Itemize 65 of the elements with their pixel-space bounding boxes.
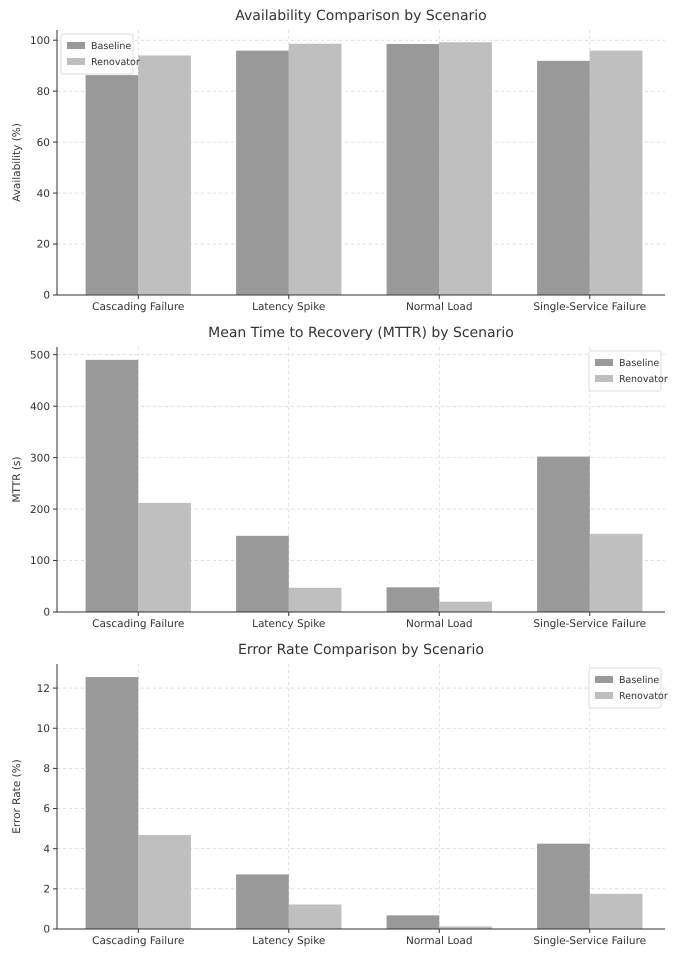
bar xyxy=(386,587,440,612)
bar xyxy=(439,602,492,612)
chart-title: Availability Comparison by Scenario xyxy=(235,8,487,24)
legend-label: Renovator xyxy=(619,691,668,702)
y-tick-label: 40 xyxy=(36,188,50,200)
y-tick-label: 100 xyxy=(30,555,50,568)
y-tick-label: 8 xyxy=(43,763,50,776)
y-tick-label: 6 xyxy=(43,803,50,816)
x-tick-label: Cascading Failure xyxy=(92,935,184,947)
legend-label: Renovator xyxy=(619,374,668,385)
x-tick-label: Latency Spike xyxy=(252,935,326,947)
bar xyxy=(537,60,590,295)
y-tick-label: 300 xyxy=(30,452,50,464)
y-tick-label: 80 xyxy=(36,86,50,98)
x-tick-label: Cascading Failure xyxy=(92,301,184,313)
y-tick-label: 12 xyxy=(36,682,50,695)
chart-title: Mean Time to Recovery (MTTR) by Scenario xyxy=(208,325,514,341)
bar xyxy=(288,44,342,295)
y-tick-label: 100 xyxy=(30,34,50,47)
bar xyxy=(590,534,642,612)
legend-label: Baseline xyxy=(91,41,132,52)
x-tick-label: Normal Load xyxy=(406,301,473,313)
y-tick-label: 200 xyxy=(30,504,50,516)
bar xyxy=(86,677,138,929)
bar xyxy=(138,502,191,612)
chart-title: Error Rate Comparison by Scenario xyxy=(238,642,484,658)
x-tick-label: Single-Service Failure xyxy=(533,935,646,947)
x-tick-label: Normal Load xyxy=(406,618,473,630)
y-axis-title: MTTR (s) xyxy=(11,456,23,502)
x-tick-label: Normal Load xyxy=(406,935,473,947)
y-tick-label: 0 xyxy=(43,290,50,302)
x-tick-label: Single-Service Failure xyxy=(533,618,646,630)
x-tick-label: Single-Service Failure xyxy=(533,301,646,313)
legend-label: Baseline xyxy=(619,675,660,686)
x-tick-label: Latency Spike xyxy=(252,618,326,630)
bar xyxy=(537,844,590,929)
legend-label: Baseline xyxy=(619,358,660,369)
bar xyxy=(590,894,642,929)
bar xyxy=(86,360,138,612)
y-tick-label: 60 xyxy=(36,136,50,149)
bar xyxy=(386,915,440,929)
bar xyxy=(138,55,191,295)
bar xyxy=(590,50,642,295)
y-tick-label: 0 xyxy=(43,924,50,936)
x-tick-label: Latency Spike xyxy=(252,301,326,313)
y-tick-label: 0 xyxy=(43,606,50,619)
y-axis-title: Availability (%) xyxy=(11,123,23,202)
legend-label: Renovator xyxy=(91,57,140,68)
y-tick-label: 2 xyxy=(43,884,50,896)
bar xyxy=(236,536,289,612)
y-tick-label: 20 xyxy=(36,238,50,251)
bar xyxy=(236,50,289,295)
bar xyxy=(439,42,492,295)
y-tick-label: 500 xyxy=(30,349,50,362)
bar xyxy=(138,835,191,929)
y-tick-label: 4 xyxy=(43,843,50,856)
bar xyxy=(386,44,440,295)
bar xyxy=(288,904,342,929)
x-tick-label: Cascading Failure xyxy=(92,618,184,630)
bar xyxy=(236,874,289,929)
bar xyxy=(288,588,342,612)
y-axis-title: Error Rate (%) xyxy=(11,759,23,834)
y-tick-label: 400 xyxy=(30,400,50,413)
y-tick-label: 10 xyxy=(36,722,50,735)
bar xyxy=(537,456,590,612)
